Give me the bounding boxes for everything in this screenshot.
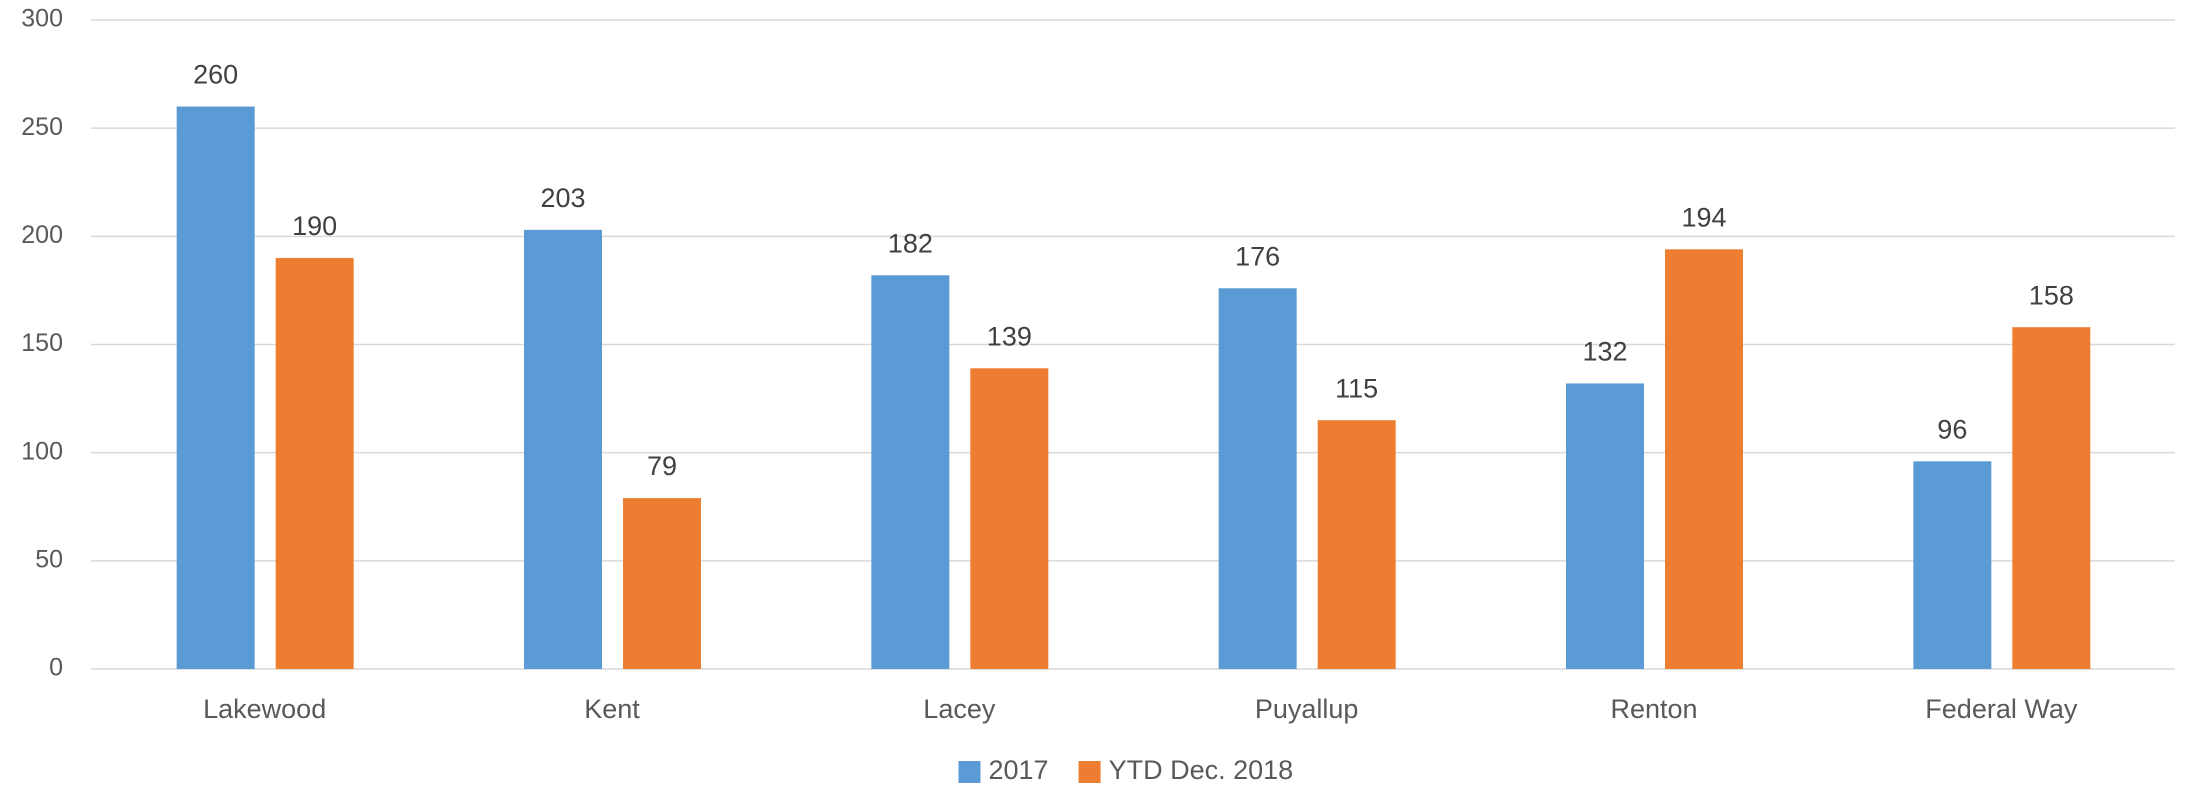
data-label: 194	[1681, 202, 1726, 232]
y-tick-label: 50	[35, 545, 63, 573]
legend-swatch	[958, 761, 981, 783]
bar	[524, 229, 602, 670]
y-tick-label: 0	[49, 654, 63, 682]
data-label: 132	[1582, 337, 1627, 367]
bar	[623, 498, 701, 669]
x-tick-label: Lacey	[923, 694, 996, 724]
bar	[970, 368, 1049, 669]
bar	[2012, 327, 2091, 669]
x-tick-label: Lakewood	[203, 694, 326, 724]
y-tick-label: 250	[21, 113, 63, 141]
data-label: 190	[292, 211, 337, 241]
data-label: 115	[1335, 373, 1378, 403]
bar	[1317, 420, 1396, 669]
x-tick-label: Kent	[584, 694, 640, 724]
x-tick-label: Renton	[1610, 694, 1697, 724]
data-label: 79	[647, 451, 677, 481]
data-label: 203	[540, 183, 585, 213]
data-label: 158	[2029, 280, 2074, 310]
legend-label: YTD Dec. 2018	[1109, 755, 1294, 785]
y-tick-label: 150	[21, 329, 63, 357]
bar	[1218, 288, 1297, 669]
y-tick-label: 200	[21, 221, 63, 249]
bar	[1913, 461, 1992, 669]
y-tick-label: 300	[21, 5, 63, 33]
bar	[871, 275, 950, 669]
data-label: 96	[1937, 414, 1967, 444]
legend-label: 2017	[989, 755, 1049, 785]
bar	[275, 257, 354, 669]
x-tick-label: Puyallup	[1255, 694, 1359, 724]
data-label: 260	[193, 60, 238, 90]
data-label: 182	[888, 228, 933, 258]
data-label: 139	[987, 321, 1032, 351]
bar	[176, 106, 255, 670]
legend-swatch	[1078, 761, 1101, 783]
bar	[1665, 249, 1743, 669]
data-label: 176	[1235, 241, 1280, 271]
x-tick-label: Federal Way	[1925, 694, 2078, 724]
bar	[1566, 383, 1644, 669]
y-tick-label: 100	[21, 437, 63, 465]
